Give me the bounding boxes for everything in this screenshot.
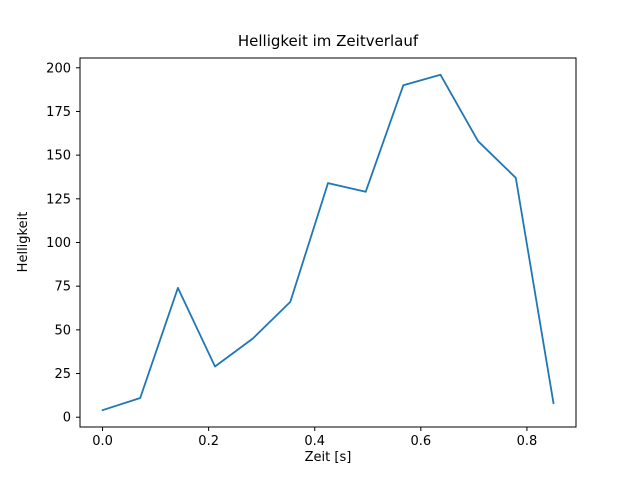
axes-spines xyxy=(79,57,577,428)
y-tick-label: 100 xyxy=(46,236,71,251)
x-tick-label: 0.4 xyxy=(304,434,325,449)
y-tick-label: 25 xyxy=(54,367,71,382)
y-tick-label: 0 xyxy=(63,411,71,426)
data-series-line xyxy=(101,73,555,412)
y-tick-label: 125 xyxy=(46,192,71,207)
y-tick-label: 150 xyxy=(46,149,71,164)
y-tick-label: 200 xyxy=(46,61,71,76)
x-tick-label: 0.6 xyxy=(410,434,431,449)
y-tick-label: 175 xyxy=(46,105,71,120)
y-tick-label: 50 xyxy=(54,323,71,338)
x-tick-label: 0.0 xyxy=(92,434,113,449)
y-tick-label: 75 xyxy=(54,280,71,295)
x-tick-label: 0.2 xyxy=(198,434,219,449)
chart-title: Helligkeit im Zeitverlauf xyxy=(238,32,419,50)
x-axis-label: Zeit [s] xyxy=(305,450,352,465)
plot-area: 0.0 0.2 0.4 0.6 0.8 0 25 50 75 100 125 150 175 200 xyxy=(46,57,577,449)
x-tick-label: 0.8 xyxy=(517,434,538,449)
y-axis-label: Helligkeit xyxy=(16,212,31,273)
